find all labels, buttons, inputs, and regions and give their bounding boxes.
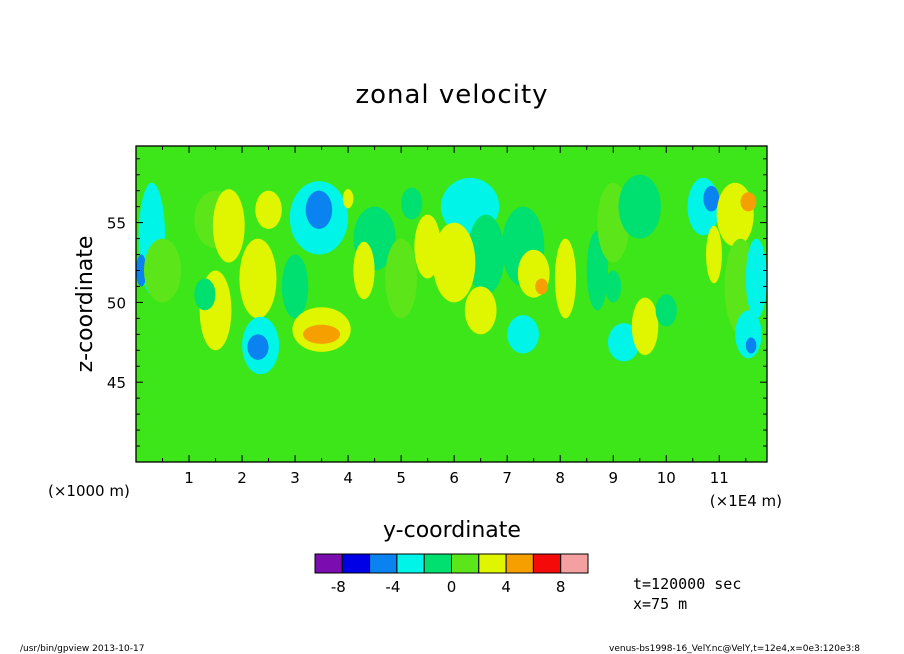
- colorbar-tick-label: 8: [556, 578, 566, 596]
- heatmap-region-2: [143, 238, 182, 303]
- x-tick-label: 10: [657, 469, 676, 487]
- x-tick-label: 8: [555, 469, 565, 487]
- x-tick-label: 6: [449, 469, 459, 487]
- colorbar-tick-label: -4: [385, 578, 400, 596]
- heatmap-region-11: [281, 254, 309, 319]
- x-axis-label: y-coordinate: [383, 518, 521, 543]
- colorbar-swatch: [423, 553, 453, 574]
- x-tick-label: 11: [710, 469, 729, 487]
- time-label: t=120000 sec: [633, 575, 741, 593]
- x-tick-label: 4: [343, 469, 353, 487]
- heatmap-region-6: [255, 190, 282, 229]
- x-tick-label: 5: [396, 469, 406, 487]
- footer-right: venus-bs1998-16_VelY.nc@VelY,t=12e4,x=0e…: [609, 644, 860, 654]
- colorbar-swatch: [369, 553, 398, 574]
- colorbar-swatch: [396, 553, 425, 574]
- heatmap-region-28: [535, 278, 549, 295]
- heatmap-region-13: [303, 324, 341, 344]
- colorbar-swatch: [478, 553, 507, 574]
- heatmap-region-15: [305, 190, 333, 229]
- colorbar-tick-label: -8: [331, 578, 346, 596]
- colorbar-tick-label: 4: [501, 578, 511, 596]
- colorbar-swatch: [505, 553, 534, 574]
- heatmap-region-29: [507, 315, 539, 354]
- colorbar-swatch: [532, 553, 562, 574]
- x-tick-label: 1: [184, 469, 194, 487]
- colorbar-swatch: [560, 553, 589, 574]
- heatmap-region-44: [745, 337, 757, 354]
- colorbar-swatch: [314, 553, 343, 574]
- heatmap-region-33: [618, 174, 661, 239]
- heatmap-region-40: [740, 192, 757, 212]
- colorbar-tick-label: 0: [447, 578, 457, 596]
- x-tick-label: 7: [502, 469, 512, 487]
- heatmap-region-37: [703, 185, 720, 212]
- heatmap-region-20: [385, 238, 418, 319]
- heatmap-region-21: [401, 187, 423, 220]
- y-tick-label: 55: [107, 215, 126, 233]
- chart-title: zonal velocity: [355, 80, 548, 110]
- y-axis-label: z-coordinate: [73, 236, 98, 373]
- heatmap-region-9: [247, 334, 269, 360]
- heatmap-region-7: [239, 238, 277, 319]
- footer-left: /usr/bin/gpview 2013-10-17: [20, 644, 144, 654]
- heatmap-region-34: [607, 323, 640, 362]
- heatmap-region-17: [353, 241, 375, 300]
- x-tick-label: 9: [608, 469, 618, 487]
- heatmap-region-18: [342, 189, 354, 209]
- x-tick-label: 2: [237, 469, 247, 487]
- x-tick-label: 3: [290, 469, 300, 487]
- colorbar: -8 -4 0 4 8: [314, 553, 589, 596]
- y-tick-label: 45: [107, 374, 126, 392]
- heatmap-region-24: [432, 222, 476, 303]
- y-scale-note: (×1000 m): [48, 482, 130, 500]
- heatmap-region-10: [194, 278, 216, 311]
- y-tick-label: 50: [107, 294, 126, 312]
- plot-frame: [135, 145, 768, 463]
- heatmap-region-30: [554, 238, 577, 319]
- x-axis-ticks: 1 2 3 4 5 6 7 8 9 10 11: [135, 146, 747, 487]
- colorbar-swatch: [451, 553, 480, 574]
- heatmap-regions: [136, 174, 767, 375]
- x-scale-note: (×1E4 m): [710, 492, 782, 510]
- heatmap-region-1: [136, 254, 147, 287]
- y-axis-ticks: 45 50 55: [107, 158, 767, 447]
- heatmap-region-23: [467, 214, 505, 295]
- heatmap-region-25: [464, 286, 497, 335]
- heatmap-region-42: [745, 238, 767, 319]
- colorbar-swatch: [341, 553, 371, 574]
- heatmap-region-46: [655, 294, 677, 327]
- heatmap-region-38: [706, 225, 722, 284]
- heatmap-region-39: [716, 182, 754, 247]
- position-label: x=75 m: [633, 595, 687, 613]
- heatmap-region-35: [631, 297, 659, 356]
- heatmap-region-5: [212, 189, 245, 263]
- heatmap-region-45: [605, 270, 622, 303]
